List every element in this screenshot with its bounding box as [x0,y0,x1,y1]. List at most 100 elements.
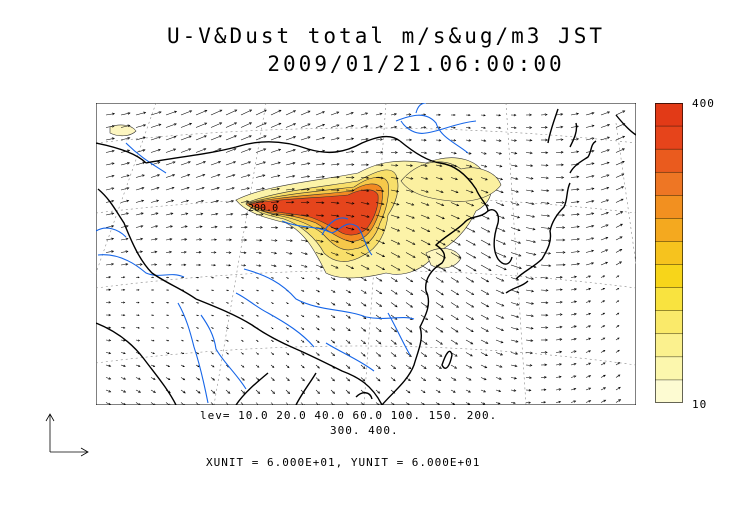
wind-arrow [360,264,370,270]
wind-arrow-head [458,268,462,272]
wind-arrow-head [453,378,457,381]
wind-arrow [195,239,202,241]
wind-arrow-head [363,328,367,332]
reference-vector-y-head [45,413,55,422]
wind-arrow-head [546,189,550,192]
wind-arrow-head [167,352,170,355]
wind-vectors [105,109,626,405]
wind-arrow [225,226,233,228]
wind-arrow [360,252,370,257]
wind-arrow-head [274,239,278,242]
wind-arrow [600,249,608,253]
wind-arrow [315,327,320,331]
wind-arrow [420,152,427,154]
wind-arrow-head [138,403,141,405]
wind-arrow-head [111,250,115,253]
wind-arrow-head [322,111,325,114]
wind-arrow [390,202,399,205]
wind-arrow-head [292,174,296,178]
wind-arrow [315,137,325,141]
wind-arrow [495,389,501,392]
wind-arrow [180,200,189,203]
wind-arrow-head [426,203,430,206]
wind-arrow-head [197,339,199,342]
wind-arrow-head [606,136,610,140]
wind-arrow-head [138,377,141,380]
wind-arrow [525,277,534,280]
wind-arrow-head [562,226,566,229]
wind-arrow-head [559,313,563,316]
wind-arrow-head [377,391,381,394]
wind-arrow [300,227,309,229]
wind-arrow-head [336,201,340,205]
wind-arrow [510,152,517,154]
wind-arrow [420,352,427,357]
wind-arrow-head [516,315,520,318]
wind-arrow [135,174,145,178]
wind-arrow [480,277,489,283]
wind-arrow-head [576,213,580,216]
wind-arrow-head [617,312,620,315]
wind-arrow-head [182,390,186,394]
wind-arrow-head [185,212,189,216]
wind-arrow-head [484,177,488,181]
wind-arrow [540,177,549,179]
wind-arrow-head [167,314,170,317]
wind-arrow-head [322,162,326,166]
wind-arrow-head [377,403,380,405]
wind-arrow-head [410,279,414,283]
wind-arrow-head [170,225,173,228]
wind-arrow [270,264,277,267]
wind-arrow [480,264,492,271]
wind-arrow-head [576,200,580,204]
wind-arrow [390,352,397,357]
wind-arrow-head [242,352,244,355]
wind-arrow [135,238,143,241]
wind-arrow-head [287,315,289,317]
wind-arrow [225,148,237,153]
wind-arrow [540,227,550,229]
wind-arrow [480,164,487,168]
wind-arrow-head [606,149,610,152]
wind-arrow-head [202,161,206,164]
wind-arrow [165,161,176,166]
wind-arrow-head [469,353,473,357]
wind-arrow-head [380,138,383,141]
wind-arrow-head [617,374,621,377]
wind-arrow-head [617,349,620,352]
wind-arrow-head [212,327,214,329]
wind-arrow-head [423,378,427,382]
wind-arrow [465,127,471,129]
wind-arrow [375,252,385,257]
wind-arrow-head [158,136,162,139]
wind-arrow-head [424,354,428,357]
wind-arrow [435,214,445,219]
wind-arrow-head [591,224,595,228]
wind-arrow-head [501,203,505,206]
wind-arrow-head [366,202,370,205]
wind-arrow-head [607,124,611,127]
wind-arrow-head [559,288,563,292]
wind-arrow-head [227,340,229,342]
wind-arrow-head [560,138,564,142]
wind-arrow [570,338,577,341]
wind-arrow [510,227,521,231]
wind-arrow [210,389,216,394]
wind-arrow-head [332,391,336,394]
wind-arrow-head [302,302,305,305]
wind-arrow-head [518,266,522,270]
wind-arrow-head [544,363,548,367]
wind-arrow [480,352,488,356]
wind-arrow-head [317,277,321,280]
wind-arrow [510,202,519,206]
wind-arrow [450,289,459,296]
wind-arrow [480,227,490,233]
river [325,342,375,372]
wind-arrow-head [394,304,398,308]
wind-arrow-head [591,137,595,140]
wind-arrow-head [530,351,533,355]
wind-arrow-head [143,111,147,115]
wind-arrow [615,362,620,366]
wind-arrow-head [272,378,275,382]
wind-arrow-head [545,176,549,180]
